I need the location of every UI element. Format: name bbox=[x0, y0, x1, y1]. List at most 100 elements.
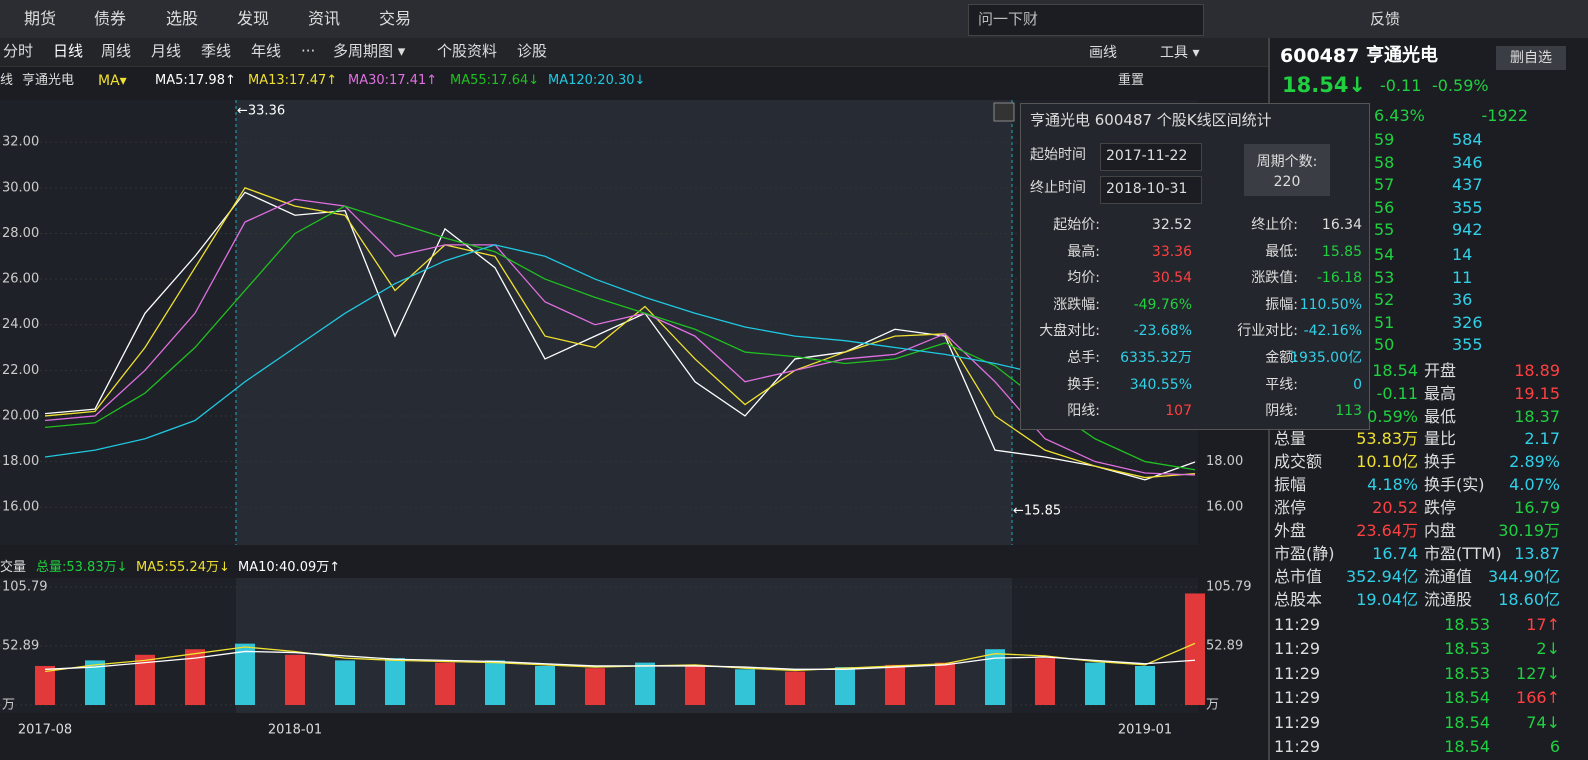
label: 14 bbox=[1452, 245, 1473, 264]
tool[interactable]: 画线 bbox=[1089, 45, 1117, 61]
menu-item[interactable]: 选股 bbox=[166, 9, 199, 28]
label: 总量 bbox=[1274, 429, 1307, 448]
tab[interactable]: 月线 bbox=[151, 42, 182, 60]
tool[interactable]: 工具 ▾ bbox=[1160, 45, 1200, 61]
y-tick-label: 32.00 bbox=[2, 135, 39, 150]
label: 56 bbox=[1374, 197, 1395, 217]
button-label[interactable]: 删自选 bbox=[1510, 50, 1552, 66]
tab[interactable]: ··· bbox=[301, 42, 316, 60]
label: 2↓ bbox=[1536, 639, 1560, 659]
label: 346 bbox=[1452, 152, 1483, 172]
volume-bar bbox=[885, 664, 905, 705]
volume-bar bbox=[385, 658, 405, 705]
y-tick-label: 20.00 bbox=[2, 408, 39, 423]
label: 19.04亿 bbox=[1356, 590, 1418, 609]
selected-range bbox=[236, 578, 1012, 713]
tab[interactable]: 周线 bbox=[101, 42, 132, 60]
tab[interactable]: 诊股 bbox=[517, 42, 548, 60]
label: 17↑ bbox=[1526, 615, 1560, 634]
volume-bar bbox=[235, 643, 255, 705]
volume-bar bbox=[585, 668, 605, 705]
close-range[interactable] bbox=[993, 102, 1015, 122]
volume-bar bbox=[1185, 593, 1205, 705]
tool[interactable]: 重置 bbox=[1118, 73, 1145, 88]
search-input[interactable]: 问一下财 bbox=[978, 10, 1039, 28]
label: 11:29 bbox=[1274, 639, 1321, 659]
y-tick-label: 18.00 bbox=[2, 454, 39, 469]
button[interactable] bbox=[1496, 46, 1566, 70]
annotation: ←15.85 bbox=[1013, 504, 1061, 519]
label: -1922 bbox=[1481, 106, 1529, 125]
volume-bar bbox=[435, 662, 455, 705]
label: 11:29 bbox=[1274, 688, 1321, 708]
menu-item[interactable]: 反馈 bbox=[1370, 10, 1401, 28]
search-box[interactable] bbox=[968, 4, 1204, 36]
label: -23.68% bbox=[1133, 323, 1192, 340]
label: 18.54 bbox=[1444, 712, 1490, 732]
label: 涨停 bbox=[1274, 498, 1307, 517]
y-tick-label: 万 bbox=[2, 698, 15, 713]
label: -16.18 bbox=[1316, 270, 1362, 287]
label: 2017-11-22 bbox=[1106, 148, 1188, 164]
label: 振幅 bbox=[1274, 475, 1307, 494]
label: 113 bbox=[1335, 403, 1362, 420]
y-tick-label: 18.00 bbox=[1206, 454, 1243, 469]
label: 阳线: bbox=[1067, 403, 1100, 420]
tab[interactable]: 年线 bbox=[251, 42, 282, 60]
tab[interactable]: 日线 bbox=[53, 42, 84, 60]
legend-item: MA5:55.24万↓ bbox=[136, 560, 230, 575]
tab[interactable]: 季线 bbox=[201, 42, 232, 60]
label: 57 bbox=[1374, 175, 1395, 195]
label: 终止时间 bbox=[1030, 180, 1086, 196]
menu-item[interactable]: 债券 bbox=[94, 9, 127, 28]
label: 32.52 bbox=[1151, 217, 1192, 233]
menu-item[interactable]: 交易 bbox=[379, 9, 412, 28]
label: -0.59% bbox=[1432, 76, 1489, 95]
legend-item: MA120:20.30↓ bbox=[548, 73, 646, 88]
y-tick-label: 52.89 bbox=[1206, 639, 1243, 654]
menu-item[interactable]: 资讯 bbox=[308, 9, 341, 28]
label: 18.37 bbox=[1514, 407, 1560, 426]
label: 涨跌幅: bbox=[1053, 296, 1100, 313]
menu-item[interactable]: 期货 bbox=[24, 9, 57, 28]
volume-bar bbox=[685, 664, 705, 705]
label: 最低: bbox=[1265, 243, 1298, 260]
label: 600487 bbox=[1280, 45, 1360, 67]
legend-item: MA30:17.41↑ bbox=[348, 73, 438, 88]
tab[interactable]: 分时 bbox=[3, 42, 34, 60]
label: 1935.00亿 bbox=[1290, 350, 1362, 366]
label: 11:29 bbox=[1274, 663, 1321, 683]
label: 2018-10-31 bbox=[1106, 181, 1188, 197]
label: 23.64万 bbox=[1356, 521, 1418, 540]
label: 总量:53.83万↓ bbox=[36, 560, 128, 575]
menu-item[interactable]: 发现 bbox=[237, 9, 270, 28]
y-tick-label: 16.00 bbox=[2, 500, 39, 515]
y-tick-label: 24.00 bbox=[2, 317, 39, 332]
volume-bar bbox=[35, 665, 55, 705]
volume-bar bbox=[485, 660, 505, 705]
menu-bar bbox=[0, 0, 1588, 38]
label: 亨通光电 bbox=[1366, 45, 1438, 66]
volume-bar bbox=[835, 667, 855, 705]
tab[interactable]: 多周期图 ▾ bbox=[333, 42, 406, 60]
label: 总手: bbox=[1067, 350, 1100, 366]
volume-bar bbox=[1135, 665, 1155, 705]
label: 跌停 bbox=[1424, 498, 1457, 517]
label: 127↓ bbox=[1516, 663, 1560, 683]
label[interactable]: MA▾ bbox=[98, 73, 127, 89]
label: 起始价: bbox=[1053, 217, 1100, 233]
label: 终止价: bbox=[1251, 217, 1298, 233]
label: 36 bbox=[1452, 290, 1473, 310]
label: 2.17 bbox=[1524, 429, 1560, 448]
date-box[interactable] bbox=[1100, 143, 1202, 171]
label: 总股本 bbox=[1274, 590, 1323, 609]
label: 金额: bbox=[1265, 350, 1298, 366]
volume-bar bbox=[85, 660, 105, 705]
date-box[interactable] bbox=[1100, 176, 1202, 204]
label: 53 bbox=[1374, 267, 1395, 287]
label: 最高 bbox=[1424, 384, 1457, 403]
volume-bar bbox=[285, 654, 305, 705]
label: 16.34 bbox=[1321, 217, 1362, 233]
y-tick-label: 30.00 bbox=[2, 180, 39, 195]
tab[interactable]: 个股资料 bbox=[437, 42, 498, 60]
